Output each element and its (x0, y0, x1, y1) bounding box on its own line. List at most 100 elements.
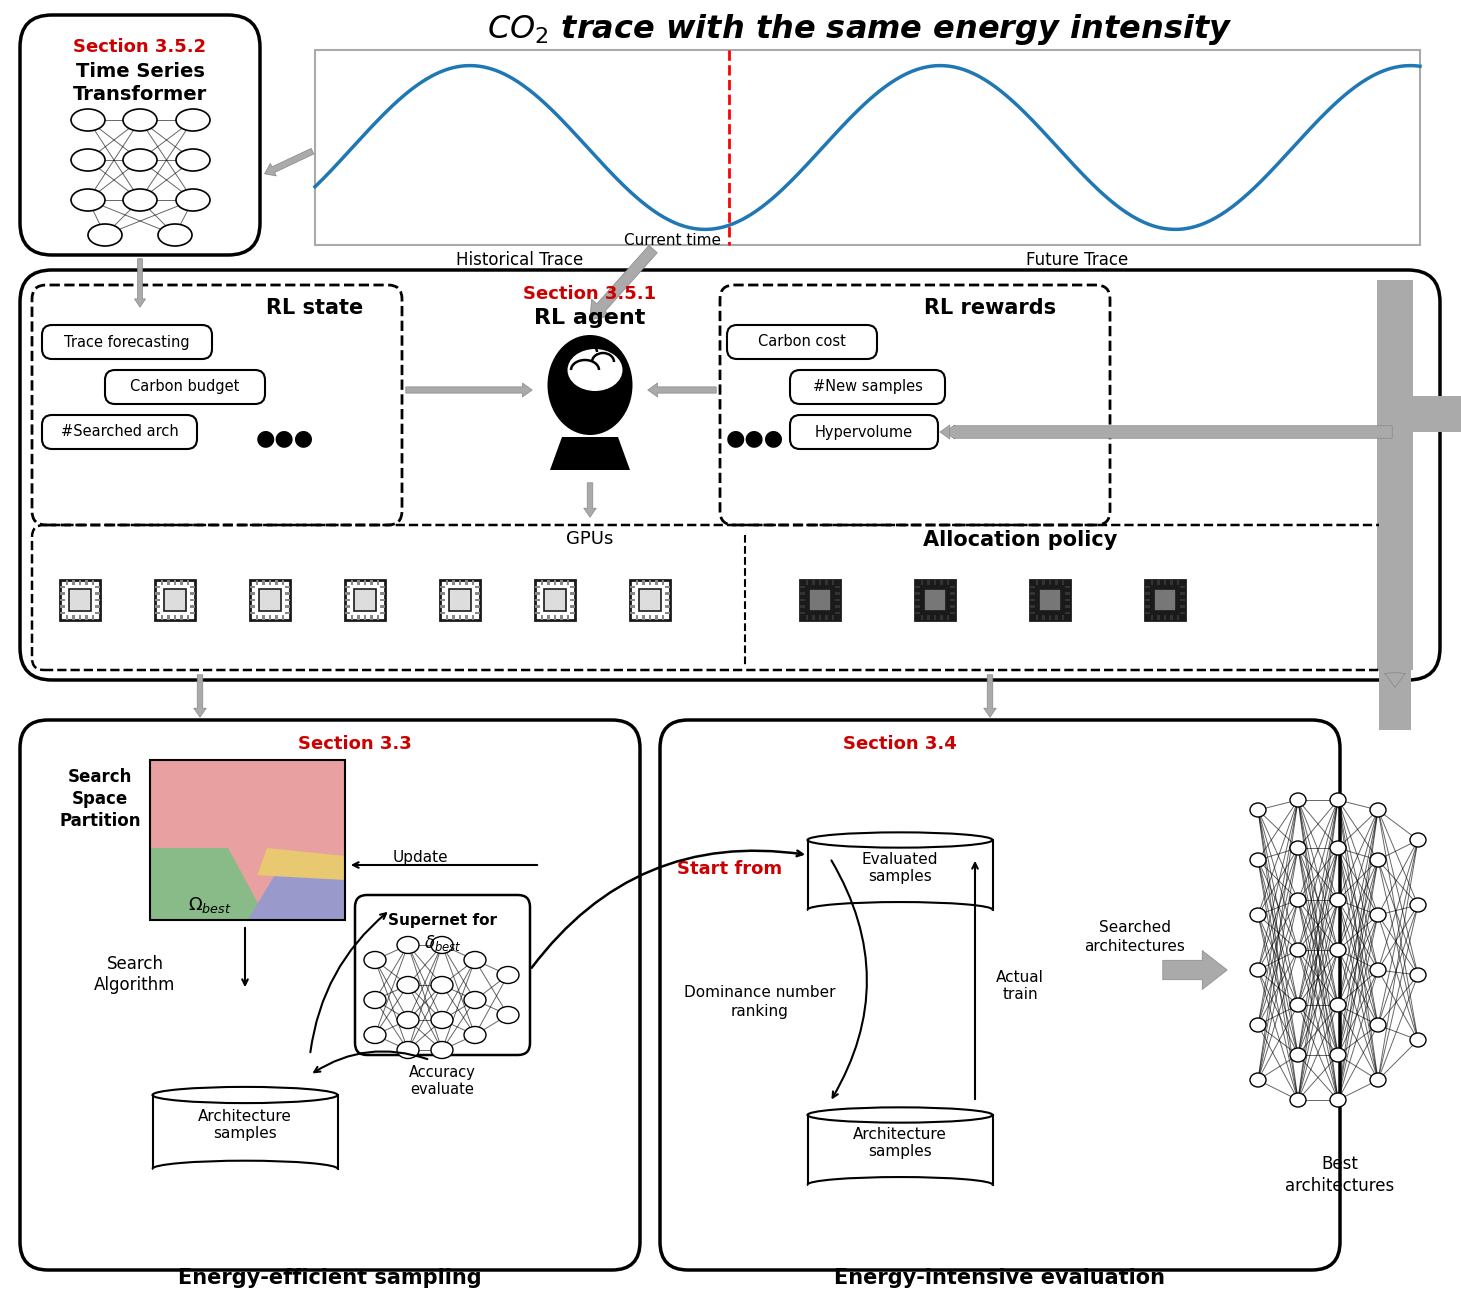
Bar (465, 615, 468, 620)
Bar (535, 612, 541, 615)
Ellipse shape (1251, 908, 1267, 923)
FancyBboxPatch shape (20, 16, 260, 255)
Text: Start from: Start from (678, 861, 783, 879)
Bar (60, 580, 99, 620)
Bar (560, 580, 562, 585)
Bar (1042, 580, 1045, 585)
Ellipse shape (175, 149, 210, 171)
Bar (440, 593, 446, 595)
Ellipse shape (397, 1012, 419, 1029)
Bar (801, 586, 805, 589)
Bar (915, 593, 920, 595)
Bar (570, 606, 574, 608)
Bar (554, 580, 557, 585)
Bar (256, 580, 259, 585)
Bar (808, 1115, 992, 1185)
Bar (60, 593, 64, 595)
FancyBboxPatch shape (790, 370, 945, 404)
Bar (92, 580, 95, 585)
Bar (380, 599, 384, 602)
Bar (69, 589, 92, 612)
Text: Time Series
Transformer: Time Series Transformer (73, 62, 207, 105)
Bar (72, 615, 75, 620)
Ellipse shape (1410, 1033, 1426, 1047)
Ellipse shape (431, 937, 453, 954)
Ellipse shape (72, 109, 105, 131)
Bar (250, 606, 254, 608)
Ellipse shape (808, 1108, 992, 1123)
Ellipse shape (465, 1026, 487, 1043)
Bar (560, 615, 562, 620)
Bar (950, 586, 954, 589)
Ellipse shape (1370, 963, 1386, 977)
Bar (345, 593, 351, 595)
Bar (1049, 615, 1052, 620)
Bar (475, 599, 479, 602)
Bar (1154, 589, 1176, 612)
Polygon shape (247, 864, 345, 920)
Bar (665, 612, 669, 615)
Text: Evaluated
samples: Evaluated samples (862, 851, 938, 884)
Bar (805, 580, 808, 585)
Bar (187, 580, 190, 585)
Ellipse shape (152, 1161, 337, 1178)
Bar (180, 615, 183, 620)
Bar (155, 612, 159, 615)
Text: Energy-efficient sampling: Energy-efficient sampling (178, 1268, 482, 1288)
Bar (1151, 580, 1153, 585)
Ellipse shape (1251, 1018, 1267, 1033)
Bar (950, 612, 954, 615)
Bar (150, 760, 345, 920)
Ellipse shape (431, 1042, 453, 1058)
Bar (808, 589, 831, 612)
Ellipse shape (397, 937, 419, 954)
FancyBboxPatch shape (20, 270, 1441, 681)
Bar (947, 615, 950, 620)
Text: Section 3.3: Section 3.3 (298, 735, 412, 753)
Bar (79, 580, 82, 585)
Bar (655, 615, 657, 620)
Polygon shape (549, 437, 630, 470)
Ellipse shape (431, 1012, 453, 1029)
Bar (475, 606, 479, 608)
Bar (630, 599, 636, 602)
Bar (259, 589, 282, 612)
Bar (285, 586, 289, 589)
Text: Allocation policy: Allocation policy (923, 531, 1118, 550)
Bar (440, 586, 446, 589)
Bar (354, 589, 377, 612)
Ellipse shape (465, 951, 487, 968)
Bar (630, 580, 669, 620)
Bar (66, 615, 69, 620)
Bar (72, 580, 75, 585)
Bar (95, 593, 99, 595)
Ellipse shape (1370, 908, 1386, 923)
Ellipse shape (1290, 1048, 1306, 1062)
Ellipse shape (152, 1087, 337, 1102)
Bar (1145, 599, 1150, 602)
Bar (79, 615, 82, 620)
Bar (1030, 612, 1034, 615)
Bar (472, 580, 475, 585)
Text: Search
Algorithm: Search Algorithm (95, 955, 175, 994)
Text: RL rewards: RL rewards (923, 298, 1056, 318)
Bar (351, 615, 354, 620)
Text: Architecture
samples: Architecture samples (853, 1127, 947, 1159)
Bar (269, 615, 272, 620)
Text: #Searched arch: #Searched arch (60, 424, 178, 440)
Bar (356, 615, 359, 620)
Bar (155, 599, 159, 602)
Bar (85, 615, 88, 620)
Bar (1180, 612, 1185, 615)
Bar (665, 593, 669, 595)
Bar (1157, 615, 1160, 620)
Bar (60, 586, 64, 589)
Bar (345, 586, 351, 589)
Bar (282, 615, 285, 620)
Bar (446, 580, 449, 585)
Ellipse shape (364, 991, 386, 1008)
Bar (1065, 599, 1069, 602)
Bar (812, 615, 815, 620)
Bar (1378, 280, 1413, 670)
Bar (836, 606, 840, 608)
